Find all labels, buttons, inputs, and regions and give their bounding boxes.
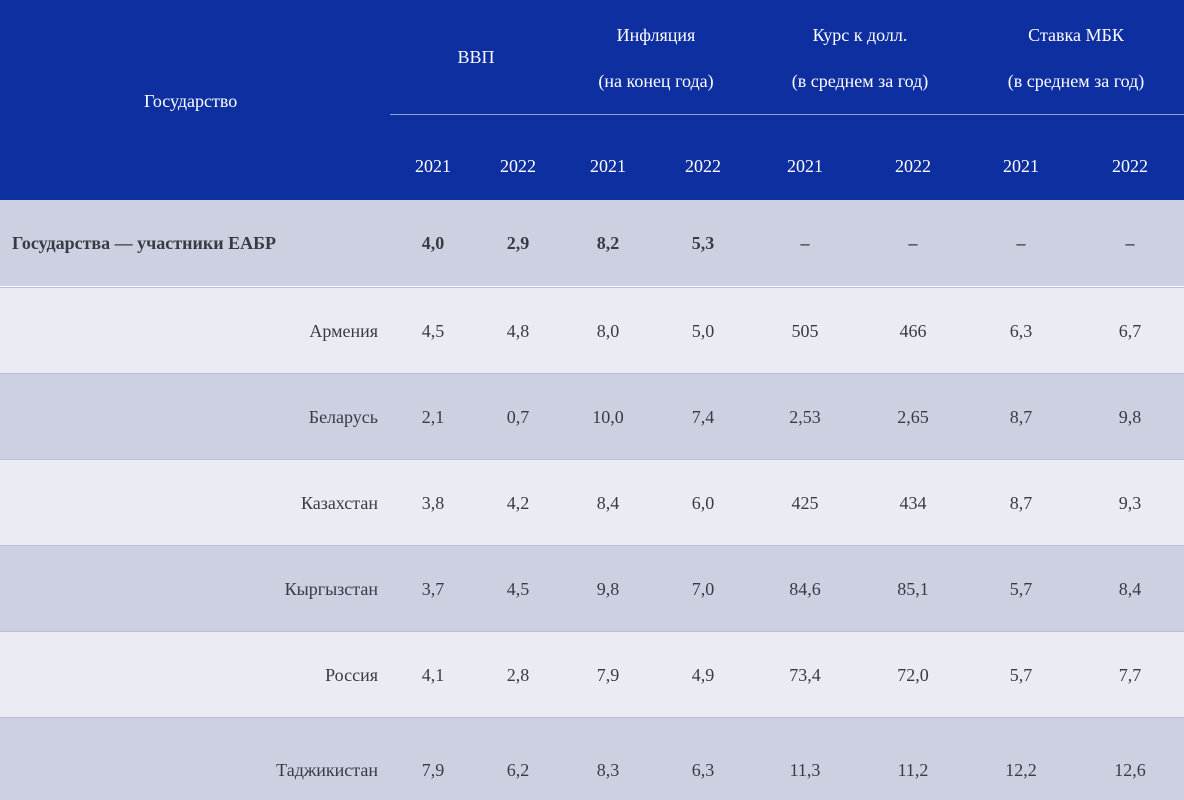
table-cell: 6,3 [691,760,715,780]
table-cell: 2,9 [506,233,530,253]
table-cell: 12,2 [1005,760,1037,780]
header-year: 2022 [1112,156,1148,176]
header-year: 2022 [500,156,536,176]
table-cell: 6,0 [691,493,715,513]
table-cell: 2,8 [506,665,530,685]
row-label: Кыргызстан [284,579,378,599]
row-label: Таджикистан [276,760,378,780]
header-gdp: ВВП [457,47,495,67]
header-divider [390,114,1184,115]
table-cell: 425 [791,493,819,513]
table-cell: 11,3 [789,760,821,780]
row-label: Армения [309,321,378,341]
table-cell: 8,2 [596,233,620,253]
row-label: Беларусь [308,407,378,427]
table-cell: 5,7 [1009,579,1033,599]
table-cell: 4,0 [421,233,445,253]
header-interbank-rate-note: (в среднем за год) [1007,71,1145,91]
table-header: Государство ВВП Инфляция (на конец года)… [0,0,1184,200]
table-cell: 8,4 [596,493,620,513]
table-cell: 2,65 [897,407,929,427]
row-label: Россия [325,665,378,685]
table-cell: 8,7 [1009,493,1033,513]
table-cell: 4,1 [421,665,445,685]
header-inflation-note: (на конец года) [598,71,714,91]
table-row: Казахстан 3,8 4,2 8,4 6,0 425 434 8,7 9,… [0,459,1184,545]
table-cell: 6,7 [1118,321,1142,341]
table-cell: 4,9 [691,665,715,685]
table-cell: 8,0 [596,321,620,341]
table-row: Армения 4,5 4,8 8,0 5,0 505 466 6,3 6,7 [0,287,1184,373]
header-year: 2021 [415,156,451,176]
table-row: Беларусь 2,1 0,7 10,0 7,4 2,53 2,65 8,7 … [0,373,1184,459]
table-cell: 5,7 [1009,665,1033,685]
table-cell: 4,2 [506,493,530,513]
table-cell: 4,5 [421,321,445,341]
table-row: Таджикистан 7,9 6,2 8,3 6,3 11,3 11,2 12… [0,717,1184,800]
header-year: 2021 [787,156,823,176]
header-state: Государство [144,91,238,111]
table-cell: 5,3 [691,233,715,253]
table-cell: 4,5 [506,579,530,599]
table-cell: – [908,233,918,253]
row-label: Государства — участники ЕАБР [12,233,277,253]
table-row: Россия 4,1 2,8 7,9 4,9 73,4 72,0 5,7 7,7 [0,631,1184,717]
header-year: 2021 [1003,156,1039,176]
table-cell: 10,0 [592,407,624,427]
header-interbank-rate: Ставка МБК [1028,25,1124,45]
table-cell: 72,0 [897,665,929,685]
table-cell: 2,1 [421,407,445,427]
table-cell: 3,8 [421,493,445,513]
table-cell: 7,4 [691,407,715,427]
table-cell: 12,6 [1114,760,1146,780]
table-cell: 9,3 [1118,493,1142,513]
table-cell: 5,0 [691,321,715,341]
table-cell: 3,7 [421,579,445,599]
table-cell: 7,0 [691,579,715,599]
table-row: Кыргызстан 3,7 4,5 9,8 7,0 84,6 85,1 5,7… [0,545,1184,631]
table-cell: 85,1 [897,579,929,599]
table-cell: 2,53 [789,407,821,427]
table-cell: 8,4 [1118,579,1142,599]
table-cell: 7,7 [1118,665,1142,685]
table-cell: 7,9 [421,760,445,780]
table-row-total: Государства — участники ЕАБР 4,0 2,9 8,2… [0,200,1184,286]
table-cell: 505 [791,321,819,341]
table-cell: 0,7 [506,407,530,427]
header-year: 2022 [895,156,931,176]
table-cell: – [1016,233,1026,253]
table-cell: 11,2 [897,760,929,780]
header-year: 2022 [685,156,721,176]
table-cell: 4,8 [506,321,530,341]
table-cell: 6,3 [1009,321,1033,341]
table-cell: 466 [899,321,927,341]
table-cell: 8,7 [1009,407,1033,427]
table-cell: 73,4 [789,665,821,685]
table-cell: 7,9 [596,665,620,685]
header-exchange-rate: Курс к долл. [812,25,908,45]
table-cell: – [800,233,810,253]
table-cell: 9,8 [1118,407,1142,427]
row-label: Казахстан [300,493,378,513]
table-cell: – [1125,233,1135,253]
table-cell: 6,2 [506,760,530,780]
header-inflation: Инфляция [616,25,696,45]
table-cell: 434 [899,493,927,513]
header-exchange-rate-note: (в среднем за год) [791,71,929,91]
table-cell: 9,8 [596,579,620,599]
header-year: 2021 [590,156,626,176]
table-cell: 8,3 [596,760,620,780]
table-cell: 84,6 [789,579,821,599]
